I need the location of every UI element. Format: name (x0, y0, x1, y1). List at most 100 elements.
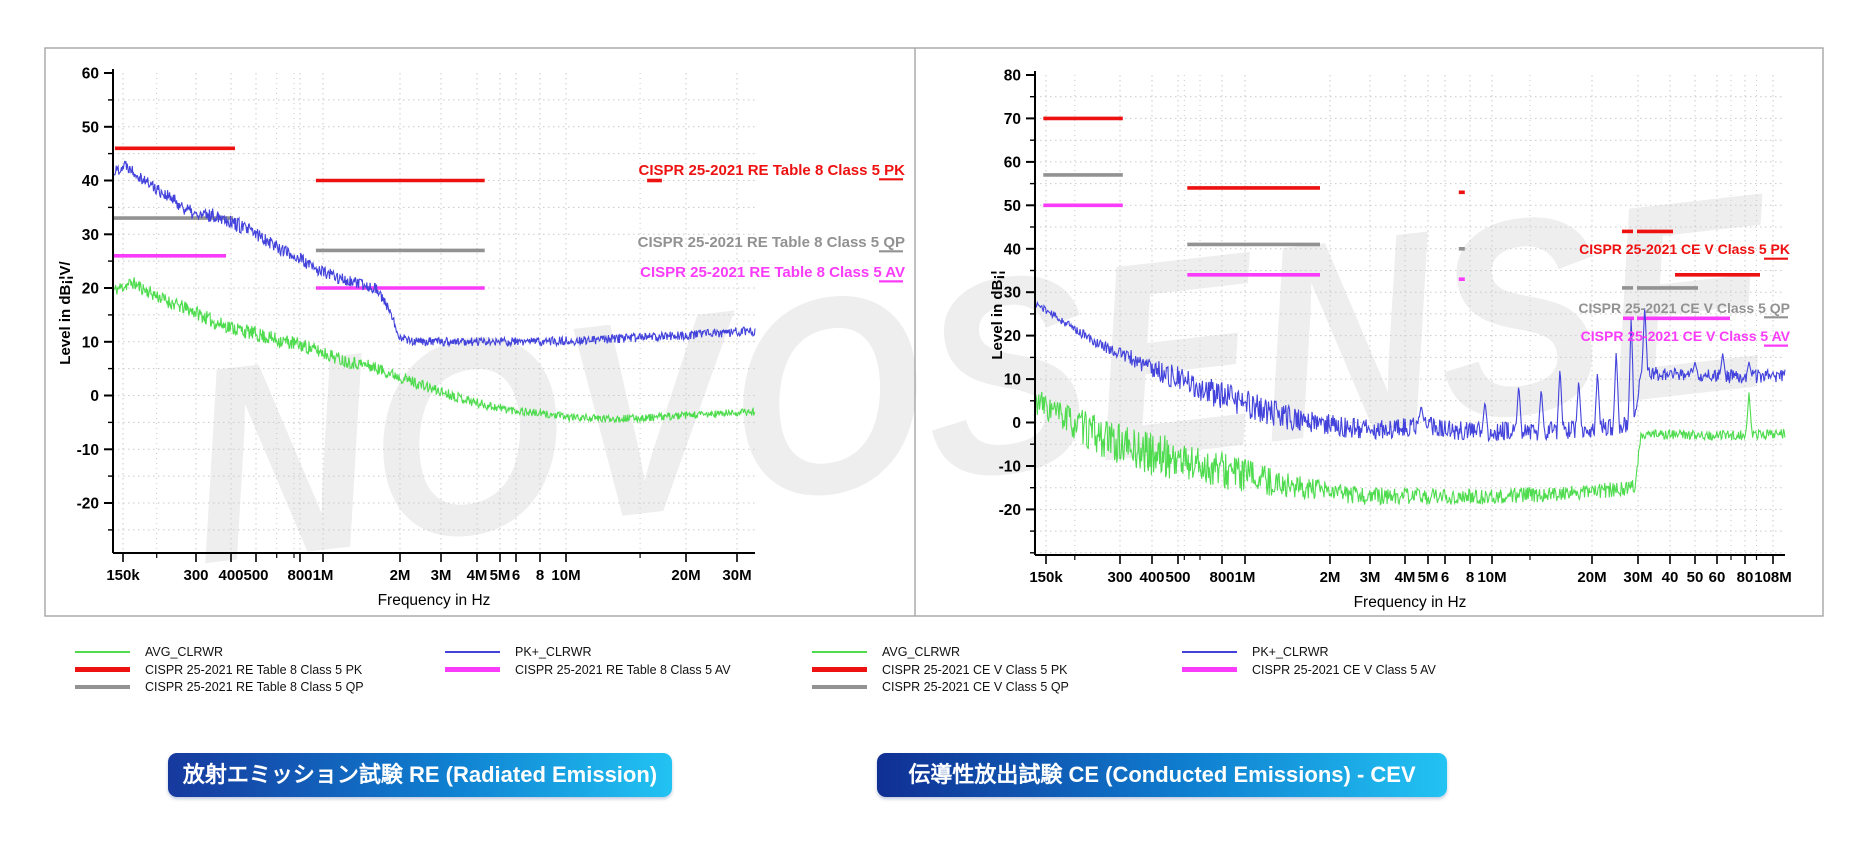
svg-text:30: 30 (82, 227, 99, 244)
legend-label: CISPR 25-2021 RE Table 8 Class 5 PK (145, 662, 363, 677)
legend-item-ce-pk-clrwr: PK+_CLRWR (1182, 645, 1329, 659)
svg-text:20: 20 (1004, 328, 1021, 345)
svg-text:150k: 150k (1029, 569, 1063, 586)
legend-swatch (445, 651, 500, 653)
svg-text:40: 40 (1004, 241, 1021, 258)
legend-swatch (812, 684, 867, 690)
legend-label: CISPR 25-2021 CE V Class 5 AV (1252, 662, 1436, 677)
svg-text:500: 500 (1165, 569, 1190, 586)
legend-item-re-cispr-25-2021-re-table-8-class-5-av: CISPR 25-2021 RE Table 8 Class 5 AV (445, 663, 731, 677)
svg-text:800: 800 (287, 567, 312, 584)
legend-label: CISPR 25-2021 CE V Class 5 QP (882, 680, 1069, 694)
re-grid (113, 73, 755, 553)
svg-text:-20: -20 (999, 502, 1021, 519)
svg-text:800: 800 (1209, 569, 1234, 586)
ce-limit-lines (1043, 116, 1760, 321)
legend-swatch (75, 651, 130, 653)
legend-item-ce-cispr-25-2021-ce-v-class-5-av: CISPR 25-2021 CE V Class 5 AV (1182, 663, 1436, 677)
legend-label: AVG_CLRWR (145, 645, 224, 659)
svg-text:CISPR 25-2021 RE Table 8 Class: CISPR 25-2021 RE Table 8 Class 5 AV (640, 264, 905, 281)
svg-text:2M: 2M (1320, 569, 1341, 586)
caption-ce: 伝導性放出試験 CE (Conducted Emissions) - CEV (877, 753, 1447, 797)
svg-text:60: 60 (1709, 569, 1726, 586)
svg-text:4M: 4M (467, 567, 488, 584)
svg-text:300: 300 (1107, 569, 1132, 586)
legend-item-ce-cispr-25-2021-ce-v-class-5-qp: CISPR 25-2021 CE V Class 5 QP (812, 680, 1069, 694)
svg-text:-10: -10 (999, 459, 1021, 476)
svg-text:-10: -10 (77, 442, 99, 459)
svg-text:3M: 3M (1360, 569, 1381, 586)
re-traces (113, 160, 756, 424)
svg-text:10: 10 (1004, 372, 1021, 389)
svg-text:40: 40 (1662, 569, 1679, 586)
svg-text:20M: 20M (1577, 569, 1606, 586)
caption-re: 放射エミッション試験 RE (Radiated Emission) (168, 753, 672, 797)
svg-text:10: 10 (82, 334, 99, 351)
svg-text:CISPR 25-2021 RE Table 8 Class: CISPR 25-2021 RE Table 8 Class 5 QP (638, 234, 905, 251)
ce-grid (1035, 75, 1785, 555)
svg-text:60: 60 (1004, 154, 1021, 171)
svg-text:0: 0 (90, 388, 99, 405)
svg-text:CISPR 25-2021 CE V Class 5 AV: CISPR 25-2021 CE V Class 5 AV (1581, 328, 1791, 344)
legend-label: PK+_CLRWR (1252, 645, 1329, 659)
re-xlabel: Frequency in Hz (378, 592, 491, 609)
svg-text:1M: 1M (313, 567, 334, 584)
re-ylabel: Level in dB¡¦V/ (57, 260, 74, 364)
legend-label: AVG_CLRWR (882, 645, 961, 659)
svg-text:20M: 20M (671, 567, 700, 584)
re-chart: 60 50 40 30 20 10 0 -10 -20 150k 300 400 500 800 1M 2M 3… (57, 66, 905, 610)
ce-xlabel: Frequency in Hz (1354, 594, 1467, 611)
svg-text:80: 80 (1737, 569, 1754, 586)
re-limit-labels: CISPR 25-2021 RE Table 8 Class 5 PK CISPR… (638, 162, 905, 283)
svg-text:-20: -20 (77, 496, 99, 513)
svg-text:3M: 3M (431, 567, 452, 584)
panel-frame (44, 47, 1824, 617)
legend-item-re-avg-clrwr: AVG_CLRWR (75, 645, 223, 659)
svg-text:108M: 108M (1754, 569, 1792, 586)
svg-text:2M: 2M (390, 567, 411, 584)
svg-text:500: 500 (243, 567, 268, 584)
legend-label: CISPR 25-2021 RE Table 8 Class 5 AV (515, 662, 731, 677)
legend-label: CISPR 25-2021 RE Table 8 Class 5 QP (145, 680, 364, 694)
svg-text:0: 0 (1012, 415, 1021, 432)
svg-text:30M: 30M (1623, 569, 1652, 586)
svg-text:300: 300 (183, 567, 208, 584)
svg-text:60: 60 (82, 66, 99, 83)
svg-text:20: 20 (82, 281, 99, 298)
legend-item-re-pk-clrwr: PK+_CLRWR (445, 645, 592, 659)
svg-text:80: 80 (1004, 68, 1021, 85)
svg-text:8: 8 (536, 567, 544, 584)
re-axes: 60 50 40 30 20 10 0 -10 -20 150k 300 400 500 800 1M 2M 3… (57, 66, 755, 609)
svg-text:5M: 5M (490, 567, 511, 584)
legend-swatch (812, 667, 867, 672)
legend-swatch (1182, 667, 1237, 672)
ce-traces (1035, 300, 1786, 506)
svg-text:30: 30 (1004, 285, 1021, 302)
legend-swatch (75, 684, 130, 690)
svg-text:400: 400 (218, 567, 243, 584)
svg-text:CISPR 25-2021 CE V Class 5 QP: CISPR 25-2021 CE V Class 5 QP (1578, 300, 1790, 316)
svg-text:4M: 4M (1395, 569, 1416, 586)
svg-text:5M: 5M (1418, 569, 1439, 586)
legend-swatch (812, 651, 867, 653)
svg-text:CISPR 25-2021 RE Table 8 Class: CISPR 25-2021 RE Table 8 Class 5 PK (638, 162, 905, 179)
svg-text:70: 70 (1004, 111, 1021, 128)
ce-limit-labels: CISPR 25-2021 CE V Class 5 PK CISPR 25-20… (1578, 241, 1791, 347)
svg-text:150k: 150k (106, 567, 140, 584)
svg-text:10M: 10M (551, 567, 580, 584)
re-limit-lines (113, 146, 662, 290)
ce-axes: 80 70 60 50 40 30 20 10 0 -10 -20 150k 300 400 500 800 1… (989, 68, 1792, 612)
svg-text:400: 400 (1139, 569, 1164, 586)
svg-text:50: 50 (82, 119, 99, 136)
svg-text:40: 40 (82, 173, 99, 190)
svg-text:8: 8 (1466, 569, 1474, 586)
legend-label: PK+_CLRWR (515, 645, 592, 659)
legend-item-ce-cispr-25-2021-ce-v-class-5-pk: CISPR 25-2021 CE V Class 5 PK (812, 663, 1068, 677)
svg-text:50: 50 (1687, 569, 1704, 586)
svg-text:CISPR 25-2021 CE V Class 5 PK: CISPR 25-2021 CE V Class 5 PK (1579, 241, 1790, 257)
legend-item-ce-avg-clrwr: AVG_CLRWR (812, 645, 960, 659)
svg-text:30M: 30M (722, 567, 751, 584)
legend-label: CISPR 25-2021 CE V Class 5 PK (882, 662, 1068, 677)
legend-swatch (1182, 651, 1237, 653)
